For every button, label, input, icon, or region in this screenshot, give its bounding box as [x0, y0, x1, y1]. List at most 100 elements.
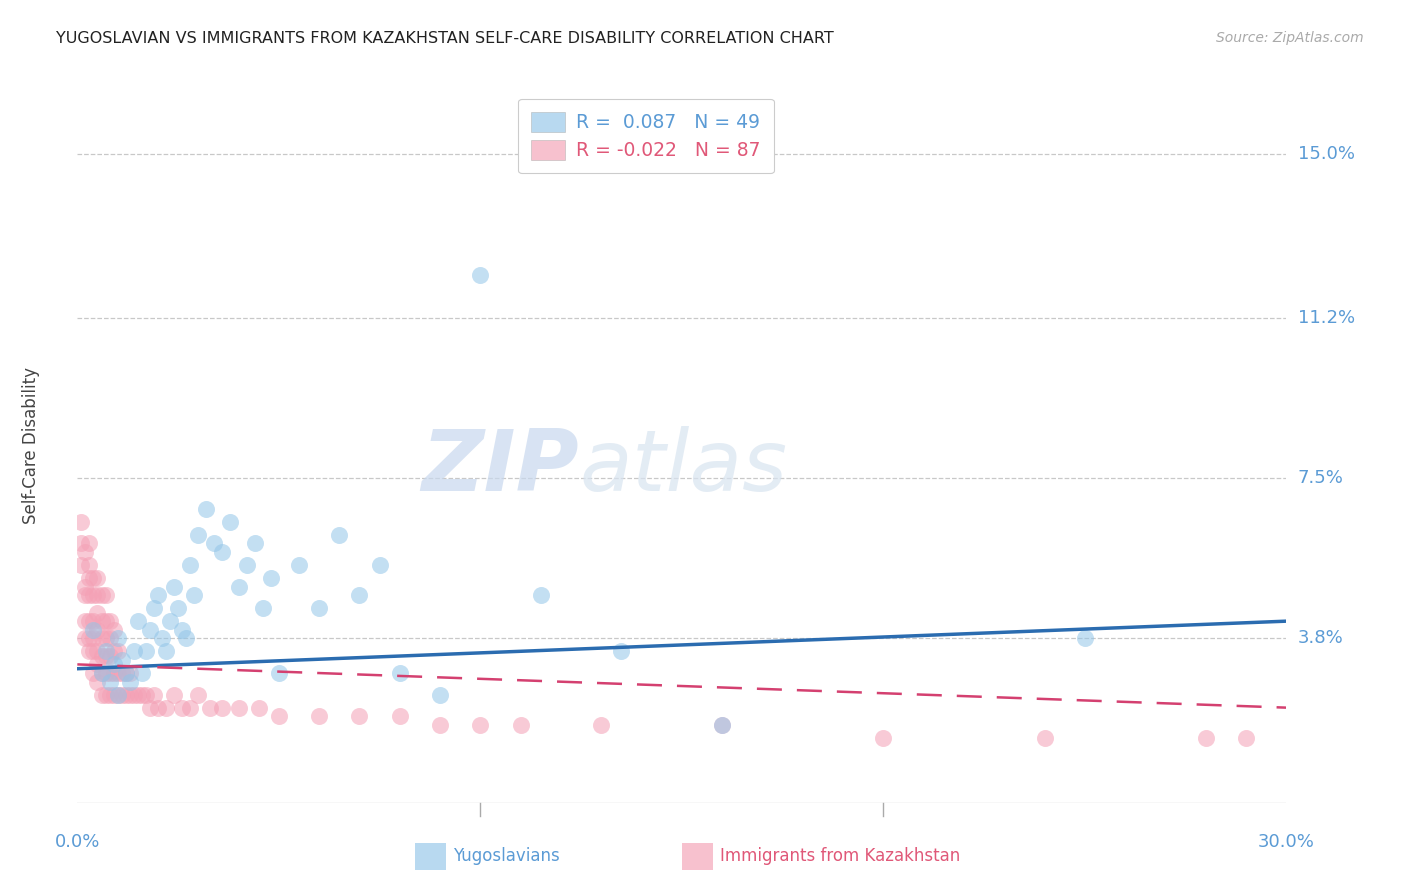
Point	[131, 666, 153, 681]
Point	[70, 558, 93, 572]
Point	[114, 688, 136, 702]
Point	[103, 666, 125, 681]
Point	[75, 588, 97, 602]
Point	[79, 536, 101, 550]
Point	[103, 657, 125, 672]
Point	[388, 709, 411, 723]
Point	[135, 644, 157, 658]
Text: Yugoslavians: Yugoslavians	[453, 847, 560, 865]
Point	[142, 601, 165, 615]
Point	[155, 700, 177, 714]
Point	[75, 580, 97, 594]
Point	[470, 268, 492, 282]
Point	[114, 666, 136, 681]
Point	[252, 601, 274, 615]
Point	[146, 588, 169, 602]
Point	[79, 644, 101, 658]
Text: 3.8%: 3.8%	[1298, 630, 1343, 648]
Text: 15.0%: 15.0%	[1298, 145, 1354, 163]
Point	[82, 632, 104, 646]
Point	[711, 718, 734, 732]
Point	[150, 632, 173, 646]
Text: 7.5%: 7.5%	[1298, 469, 1344, 487]
Point	[509, 718, 531, 732]
Point	[86, 588, 108, 602]
Point	[122, 644, 145, 658]
Text: atlas: atlas	[579, 425, 787, 509]
Point	[349, 588, 371, 602]
Point	[146, 700, 169, 714]
Point	[118, 666, 141, 681]
Point	[75, 632, 97, 646]
Point	[86, 674, 108, 689]
Text: 30.0%: 30.0%	[1258, 833, 1315, 851]
Point	[94, 632, 117, 646]
Text: ZIP: ZIP	[422, 425, 579, 509]
Text: 11.2%: 11.2%	[1298, 310, 1355, 327]
Point	[1195, 731, 1218, 745]
Point	[429, 718, 451, 732]
Point	[1074, 632, 1097, 646]
Point	[139, 623, 162, 637]
Text: Immigrants from Kazakhstan: Immigrants from Kazakhstan	[720, 847, 960, 865]
Point	[187, 688, 209, 702]
Point	[86, 571, 108, 585]
Point	[172, 623, 194, 637]
Point	[107, 644, 129, 658]
Text: Self-Care Disability: Self-Care Disability	[22, 368, 41, 524]
Text: 0.0%: 0.0%	[55, 833, 100, 851]
Point	[94, 688, 117, 702]
Point	[1234, 731, 1257, 745]
Point	[82, 571, 104, 585]
Point	[70, 515, 93, 529]
Point	[159, 614, 181, 628]
Point	[70, 536, 93, 550]
Point	[267, 709, 290, 723]
Point	[172, 700, 194, 714]
Point	[79, 632, 101, 646]
Point	[530, 588, 553, 602]
Point	[86, 623, 108, 637]
Point	[107, 688, 129, 702]
Point	[328, 527, 350, 541]
Point	[79, 614, 101, 628]
Point	[211, 545, 233, 559]
Point	[111, 653, 134, 667]
Point	[179, 700, 201, 714]
Point	[82, 623, 104, 637]
Point	[75, 614, 97, 628]
Point	[167, 601, 190, 615]
Point	[711, 718, 734, 732]
Point	[86, 606, 108, 620]
Point	[114, 666, 136, 681]
Point	[79, 588, 101, 602]
Point	[90, 648, 112, 663]
Point	[288, 558, 311, 572]
Point	[163, 688, 186, 702]
Point	[98, 632, 121, 646]
Point	[247, 700, 270, 714]
Point	[118, 688, 141, 702]
Point	[267, 666, 290, 681]
Point	[90, 632, 112, 646]
Point	[591, 718, 613, 732]
Point	[107, 688, 129, 702]
Point	[90, 614, 112, 628]
Point	[135, 688, 157, 702]
Point	[1033, 731, 1056, 745]
Point	[131, 688, 153, 702]
Point	[183, 588, 205, 602]
Point	[260, 571, 283, 585]
Point	[187, 527, 209, 541]
Point	[98, 674, 121, 689]
Point	[211, 700, 233, 714]
Point	[179, 558, 201, 572]
Point	[82, 666, 104, 681]
Point	[610, 644, 633, 658]
Legend: R =  0.087   N = 49, R = -0.022   N = 87: R = 0.087 N = 49, R = -0.022 N = 87	[517, 99, 773, 173]
Point	[174, 632, 197, 646]
Point	[86, 657, 108, 672]
Point	[163, 580, 186, 594]
Point	[82, 588, 104, 602]
Point	[94, 588, 117, 602]
